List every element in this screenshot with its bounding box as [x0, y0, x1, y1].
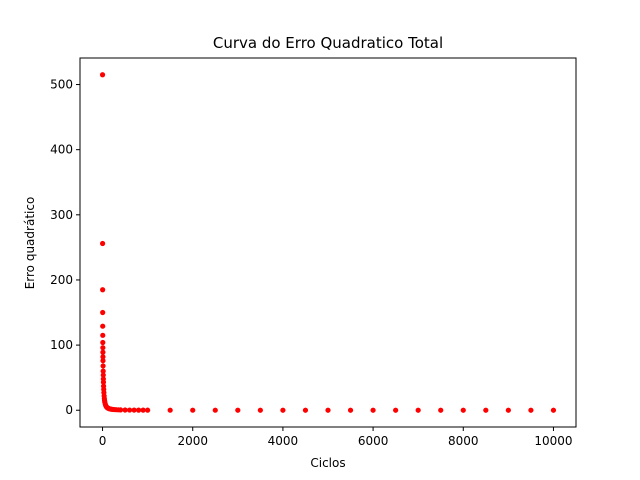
data-point: [505, 407, 511, 413]
data-point: [100, 349, 106, 355]
data-point: [528, 407, 534, 413]
data-point: [370, 407, 376, 413]
data-point: [167, 407, 173, 413]
data-point: [325, 407, 331, 413]
data-point: [122, 407, 128, 413]
data-point: [100, 287, 106, 293]
data-point: [100, 372, 106, 378]
data-point: [127, 407, 133, 413]
y-tick-label: 0: [65, 403, 73, 417]
data-point: [100, 368, 106, 374]
data-point: [136, 407, 142, 413]
data-point: [140, 407, 146, 413]
x-tick-label: 10000: [534, 434, 572, 448]
data-point: [483, 407, 489, 413]
data-point: [393, 407, 399, 413]
x-axis-label: Ciclos: [310, 456, 345, 470]
chart-title: Curva do Erro Quadratico Total: [213, 34, 443, 52]
plot-frame: [79, 57, 577, 428]
y-tick-label: 100: [50, 338, 73, 352]
plot-area: 0 2000 4000 6000 8000 10000 0 100 200 300 400 500: [50, 57, 577, 448]
x-tick-label: 2000: [177, 434, 208, 448]
data-point: [131, 407, 137, 413]
y-axis-label: Erro quadrático: [23, 197, 37, 290]
data-point: [550, 407, 557, 413]
data-point: [145, 407, 151, 413]
y-tick-label: 200: [50, 273, 73, 287]
data-point: [99, 240, 106, 247]
data-point: [235, 407, 241, 413]
data-point: [438, 407, 444, 413]
x-tick-label: 0: [99, 434, 107, 448]
data-point: [100, 379, 107, 385]
data-point: [190, 407, 196, 413]
data-point: [100, 363, 106, 369]
data-point: [117, 407, 124, 413]
x-tick-label: 6000: [358, 434, 389, 448]
data-point: [99, 72, 106, 78]
data-point: [212, 407, 218, 413]
data-point: [415, 407, 421, 413]
data-point: [280, 407, 286, 413]
data-point: [257, 407, 263, 413]
data-point: [100, 358, 106, 364]
data-point: [302, 407, 309, 413]
data-point: [100, 332, 106, 338]
data-point: [100, 309, 106, 316]
data-point: [347, 407, 354, 413]
data-point: [100, 354, 106, 360]
x-tick-label: 4000: [268, 434, 299, 448]
data-point: [100, 339, 106, 346]
data-point: [460, 407, 466, 413]
data-point: [100, 345, 106, 351]
y-tick-label: 400: [50, 143, 73, 157]
y-tick-label: 300: [50, 208, 73, 222]
y-tick-label: 500: [50, 78, 73, 92]
x-tick-label: 8000: [448, 434, 479, 448]
data-point: [100, 323, 106, 329]
